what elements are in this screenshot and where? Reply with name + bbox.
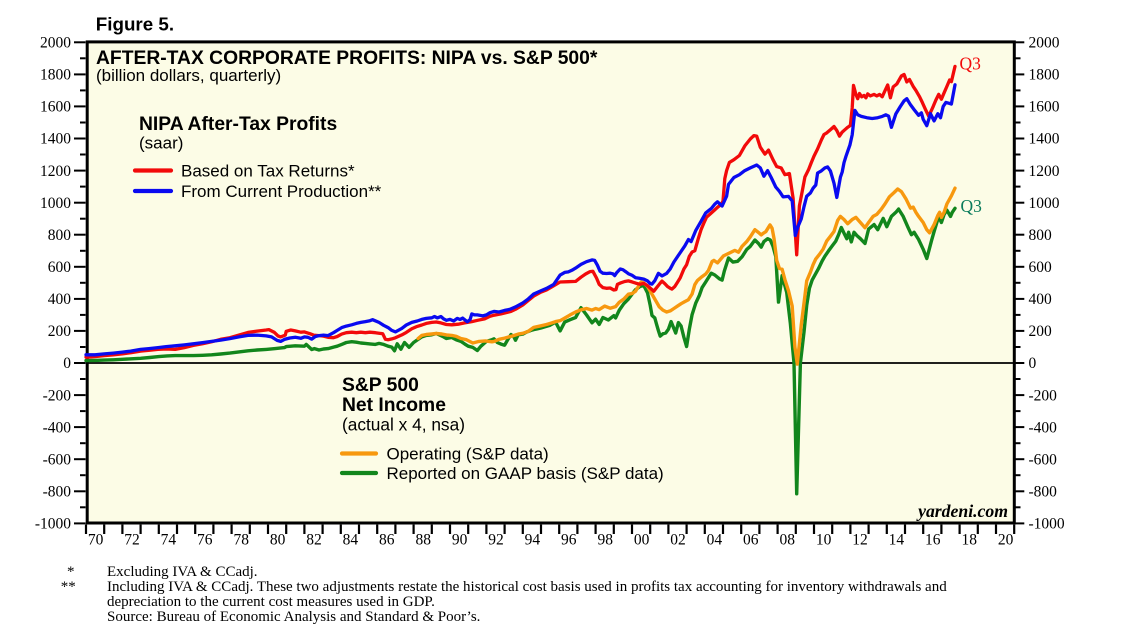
svg-text:08: 08 [779,531,795,548]
svg-text:800: 800 [1029,227,1053,244]
svg-text:(saar): (saar) [139,134,183,153]
svg-text:04: 04 [707,531,723,548]
svg-text:-1000: -1000 [1029,516,1065,533]
svg-text:1600: 1600 [1029,99,1060,116]
svg-text:400: 400 [1029,291,1053,308]
svg-text:depreciation to the current co: depreciation to the current cost measure… [107,594,435,610]
svg-text:Figure 5.: Figure 5. [96,14,174,35]
svg-text:78: 78 [233,531,249,548]
svg-text:-400: -400 [43,419,72,436]
svg-text:Reported on GAAP basis (S&P da: Reported on GAAP basis (S&P data) [387,464,664,483]
svg-text:1200: 1200 [40,163,71,180]
svg-text:-1000: -1000 [35,516,71,533]
svg-text:76: 76 [197,531,213,548]
svg-text:98: 98 [597,531,613,548]
svg-text:(billion dollars, quarterly): (billion dollars, quarterly) [96,66,281,85]
svg-text:06: 06 [743,531,759,548]
svg-text:400: 400 [48,291,72,308]
svg-text:1600: 1600 [40,99,71,116]
svg-text:72: 72 [124,531,140,548]
svg-text:-600: -600 [43,451,72,468]
svg-text:1200: 1200 [1029,163,1060,180]
svg-text:**: ** [61,579,76,595]
svg-text:94: 94 [525,531,541,548]
svg-text:80: 80 [270,531,286,548]
svg-text:12: 12 [852,531,868,548]
svg-text:600: 600 [1029,259,1053,276]
svg-text:Q3: Q3 [961,196,983,216]
svg-text:16: 16 [925,531,941,548]
svg-text:AFTER-TAX CORPORATE PROFITS: N: AFTER-TAX CORPORATE PROFITS: NIPA vs. S&… [96,48,598,69]
svg-text:Including IVA & CCadj. These t: Including IVA & CCadj. These two adjustm… [107,579,947,595]
svg-text:2000: 2000 [40,35,71,52]
svg-text:86: 86 [379,531,395,548]
svg-text:1800: 1800 [1029,67,1060,84]
svg-text:-600: -600 [1029,451,1058,468]
svg-text:18: 18 [961,531,977,548]
svg-text:200: 200 [1029,323,1053,340]
svg-text:-400: -400 [1029,419,1058,436]
svg-text:800: 800 [48,227,72,244]
svg-text:00: 00 [634,531,650,548]
svg-text:yardeni.com: yardeni.com [916,501,1008,521]
svg-text:0: 0 [63,355,71,372]
svg-text:NIPA After-Tax Profits: NIPA After-Tax Profits [139,114,337,135]
svg-text:74: 74 [161,531,177,548]
svg-text:92: 92 [488,531,504,548]
svg-text:20: 20 [998,531,1014,548]
svg-text:1400: 1400 [40,131,71,148]
svg-text:82: 82 [306,531,322,548]
svg-text:S&P 500: S&P 500 [342,375,419,396]
svg-text:14: 14 [889,531,905,548]
svg-text:84: 84 [343,531,359,548]
svg-text:88: 88 [415,531,431,548]
svg-text:10: 10 [816,531,832,548]
svg-text:Operating (S&P data): Operating (S&P data) [387,445,549,464]
svg-text:Source: Bureau of Economic Ana: Source: Bureau of Economic Analysis and … [107,609,480,625]
svg-text:600: 600 [48,259,72,276]
svg-text:1400: 1400 [1029,131,1060,148]
svg-text:Net Income: Net Income [342,395,446,416]
svg-text:96: 96 [561,531,577,548]
svg-text:1800: 1800 [40,67,71,84]
svg-text:2000: 2000 [1029,35,1060,52]
svg-text:-800: -800 [43,484,72,501]
svg-text:Based on Tax Returns*: Based on Tax Returns* [181,162,355,181]
svg-text:-200: -200 [1029,387,1058,404]
svg-text:Q3: Q3 [960,54,982,74]
svg-text:1000: 1000 [1029,195,1060,212]
svg-text:-200: -200 [43,387,72,404]
svg-text:-800: -800 [1029,484,1058,501]
svg-text:Excluding IVA & CCadj.: Excluding IVA & CCadj. [107,564,258,580]
svg-text:*: * [67,564,75,580]
svg-text:70: 70 [88,531,104,548]
svg-text:0: 0 [1029,355,1037,372]
svg-text:90: 90 [452,531,468,548]
svg-text:(actual x 4, nsa): (actual x 4, nsa) [342,415,465,435]
svg-text:1000: 1000 [40,195,71,212]
svg-text:02: 02 [670,531,686,548]
svg-text:From Current Production**: From Current Production** [181,182,382,201]
svg-text:200: 200 [48,323,72,340]
